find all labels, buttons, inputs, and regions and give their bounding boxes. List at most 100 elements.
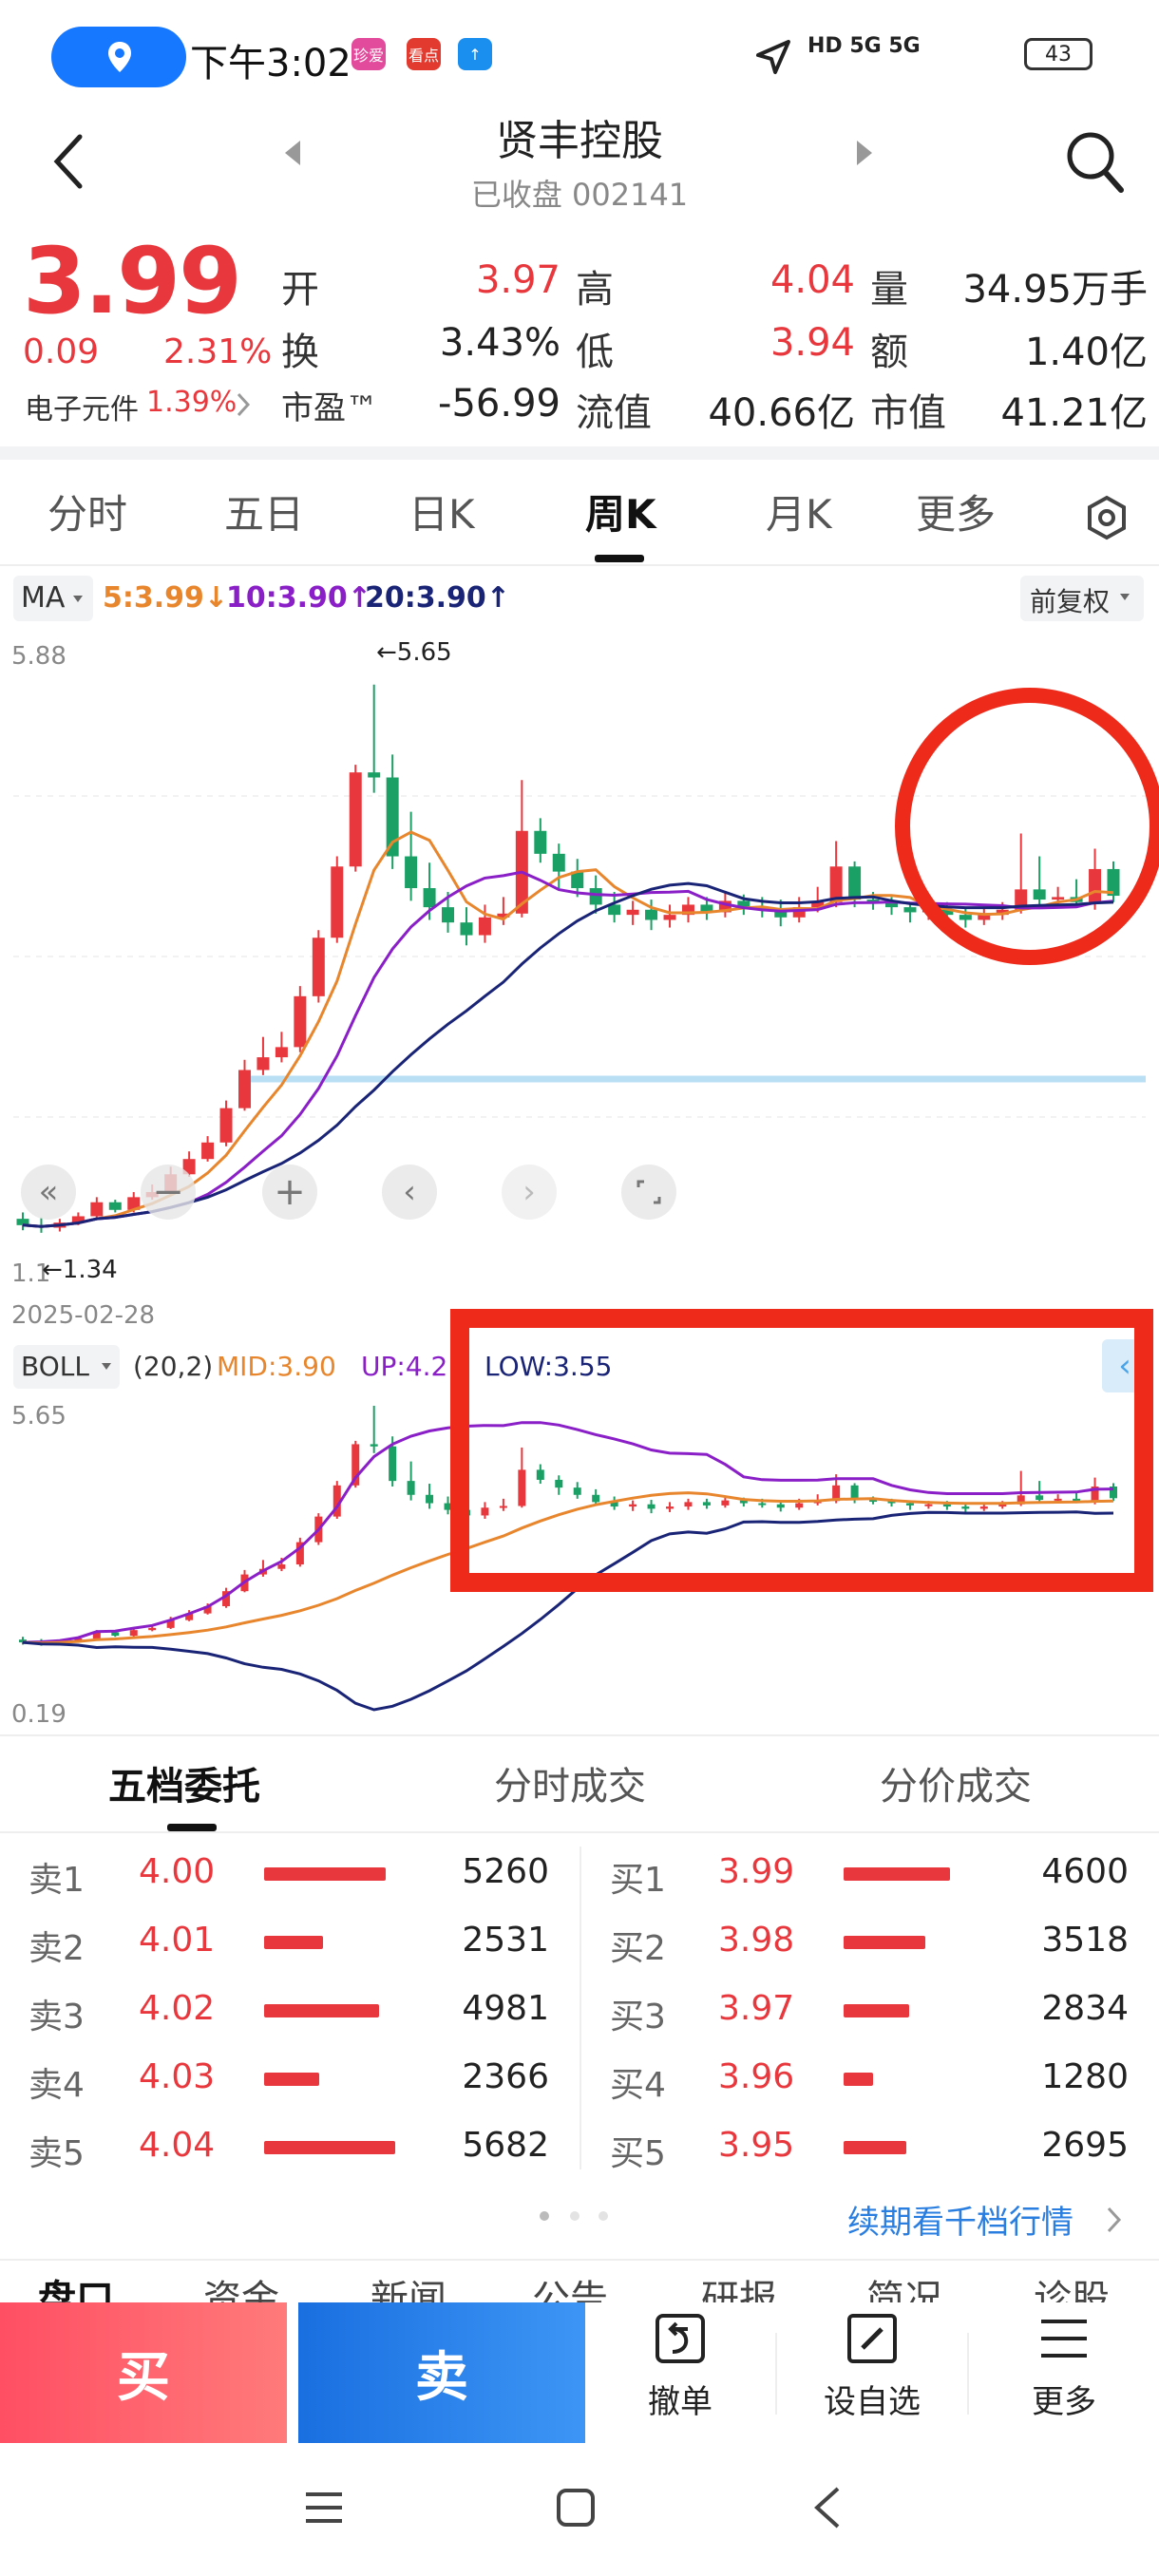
bottom-tab-6[interactable]: 诊股 <box>1034 2278 1110 2302</box>
orderbook-tab-indicator <box>167 1824 217 1831</box>
buy-level-label: 买4 <box>610 2066 666 2105</box>
bottom-tab-2[interactable]: 新闻 <box>370 2278 446 2302</box>
more-action[interactable]: 更多 <box>969 2310 1159 2422</box>
home-icon[interactable] <box>555 2487 597 2529</box>
more-depth-link[interactable]: 续期看千档行情 <box>847 2204 1074 2242</box>
boll-chart[interactable] <box>0 1396 1159 1729</box>
sell-level-volume: 5682 <box>462 2126 549 2165</box>
tab-time-trades[interactable]: 分时成交 <box>494 1765 646 1809</box>
settings-icon[interactable] <box>1083 494 1130 541</box>
boll-candle-body <box>629 1504 637 1507</box>
scroll-right-button[interactable]: › <box>502 1165 557 1220</box>
cancel-order-action[interactable]: 撤单 <box>585 2310 775 2422</box>
back-icon[interactable] <box>49 131 87 192</box>
buy-level-label: 买2 <box>610 1929 666 1968</box>
tab-price-trades[interactable]: 分价成交 <box>880 1765 1032 1809</box>
page-title: 贤丰控股 <box>496 117 663 165</box>
next-stock-icon[interactable] <box>853 139 876 167</box>
location-pill[interactable] <box>51 27 186 87</box>
scroll-left-button[interactable]: ‹ <box>382 1165 437 1220</box>
candle-body <box>127 1197 141 1210</box>
buy-level-price: 3.95 <box>718 2126 795 2165</box>
boll-candle-body <box>776 1504 785 1508</box>
buy-button[interactable]: 买 <box>0 2302 287 2443</box>
bottom-tab-4[interactable]: 研报 <box>701 2278 777 2302</box>
adjust-label: 前复权 <box>1030 586 1111 617</box>
candle-body <box>959 915 972 920</box>
edit-icon <box>847 2314 897 2363</box>
boll-candle-body <box>352 1444 360 1486</box>
boll-candle-body <box>111 1632 120 1637</box>
divider <box>0 564 1159 566</box>
recent-apps-icon[interactable] <box>302 2489 346 2527</box>
sell-level-label: 卖4 <box>28 2066 85 2105</box>
adjust-selector[interactable] <box>1020 576 1144 621</box>
candlestick-chart[interactable] <box>0 636 1159 1292</box>
search-icon[interactable] <box>1064 127 1127 196</box>
bottom-tab-0[interactable]: 盘口 <box>38 2278 114 2302</box>
boll-candle-body <box>166 1619 175 1628</box>
tab-2[interactable]: 日K <box>408 491 475 538</box>
system-back-icon[interactable] <box>811 2485 844 2530</box>
location-icon <box>108 42 131 72</box>
bottom-tab-1[interactable]: 资金 <box>203 2278 279 2302</box>
sell-level-volume: 5260 <box>462 1852 549 1891</box>
min-price-label: ←1.34 <box>42 1256 118 1284</box>
buy-level-price: 3.98 <box>718 1921 795 1960</box>
sell-button[interactable]: 卖 <box>298 2302 585 2443</box>
chevron-right-icon <box>237 392 251 417</box>
candle-body <box>978 915 991 920</box>
add-watchlist-action[interactable]: 设自选 <box>777 2310 967 2422</box>
buy-level-volume: 3518 <box>1041 1921 1129 1960</box>
boll-candle-body <box>721 1500 730 1506</box>
tab-order-book[interactable]: 五档委托 <box>108 1765 260 1809</box>
sell-level-price: 4.02 <box>139 1989 216 2028</box>
tab-4[interactable]: 月K <box>766 491 832 538</box>
annotation-rectangle <box>450 1309 1153 1592</box>
page-subtitle: 已收盘 002141 <box>470 177 689 213</box>
candle-body <box>497 913 510 918</box>
boll-candle-body <box>998 1504 1007 1507</box>
zoom-in-button[interactable]: + <box>262 1165 317 1220</box>
tab-1[interactable]: 五日 <box>224 491 305 538</box>
prev-stock-icon[interactable] <box>281 139 304 167</box>
bottom-tab-3[interactable]: 公告 <box>532 2278 608 2302</box>
boll-candle-body <box>370 1444 378 1447</box>
fullscreen-button[interactable] <box>621 1165 676 1220</box>
boll-candle-body <box>795 1503 804 1508</box>
candle-body <box>829 866 843 902</box>
boll-candle-body <box>481 1507 489 1516</box>
sell-volume-bar <box>264 2073 319 2086</box>
tab-3[interactable]: 周K <box>585 491 656 538</box>
candle-body <box>1033 889 1046 900</box>
add-watchlist-label: 设自选 <box>824 2383 921 2421</box>
quote-label: 高 <box>576 268 614 312</box>
sell-level-volume: 2366 <box>462 2057 549 2096</box>
boll-candle-body <box>518 1469 526 1506</box>
tab-5[interactable]: 更多 <box>916 491 997 538</box>
boll-low: LOW:3.55 <box>484 1351 613 1382</box>
bottom-tab-5[interactable]: 简况 <box>866 2278 942 2302</box>
chart-rewind-button[interactable]: « <box>21 1165 76 1220</box>
boll-up-line <box>22 1421 1114 1644</box>
network-indicator: HD 5G 5G <box>808 34 921 58</box>
tab-0[interactable]: 分时 <box>48 491 128 538</box>
zoom-out-button[interactable]: − <box>141 1165 196 1220</box>
battery-indicator: 43 <box>1024 38 1092 70</box>
sell-level-label: 卖2 <box>28 1929 85 1968</box>
boll-candle-body <box>887 1501 896 1504</box>
boll-candle-body <box>905 1503 914 1506</box>
sell-level-price: 4.00 <box>139 1852 216 1891</box>
sector-pct[interactable]: 1.39% <box>146 386 238 419</box>
boll-candle-body <box>444 1503 452 1510</box>
boll-selector[interactable] <box>13 1345 120 1389</box>
quote-label: 市盈™ <box>281 389 378 427</box>
sector-name[interactable]: 电子元件 <box>25 393 139 426</box>
candle-body <box>460 922 473 936</box>
divider <box>0 2259 1159 2261</box>
quote-value: 3.43% <box>439 321 560 365</box>
more-dropdown-icon[interactable] <box>963 500 978 511</box>
boll-candle-body <box>1073 1498 1081 1502</box>
boll-candle-body <box>222 1591 231 1606</box>
app-badge-1: 珍爱 <box>352 38 386 70</box>
